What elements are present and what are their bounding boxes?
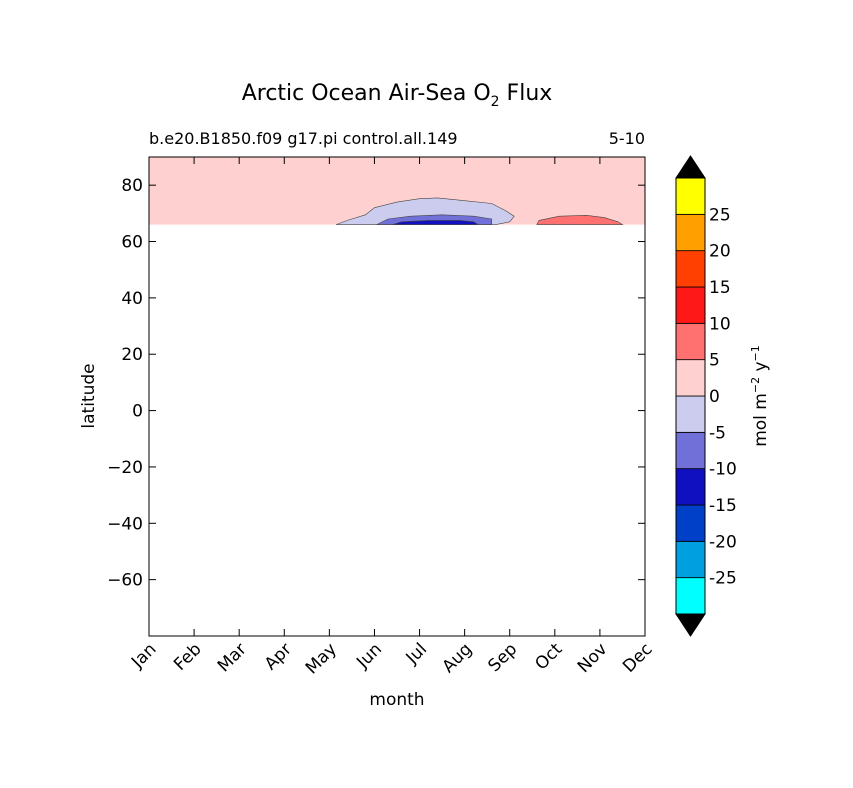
colorbar-swatch (675, 577, 706, 615)
x-tick-label: Jun (352, 639, 386, 673)
y-tick-label: 20 (121, 345, 143, 365)
colorbar-tick-label: 5 (709, 351, 720, 371)
contour-region (392, 220, 480, 225)
x-tick-label: May (302, 639, 341, 678)
x-tick-label: Oct (531, 639, 566, 674)
y-axis-label: latitude (79, 363, 99, 428)
contour-region (536, 214, 624, 225)
colorbar-extend-low (675, 613, 706, 637)
colorbar-swatch (675, 177, 706, 215)
colorbar-swatch (675, 250, 706, 288)
y-axis: 80 60 40 20 0 −20 −40 −60 (107, 176, 645, 591)
y-tick-label: −20 (107, 458, 143, 478)
colorbar-swatch (675, 286, 706, 324)
colorbar-label: mol m−2 y−1 (749, 345, 771, 447)
x-tick-label: Feb (170, 639, 205, 674)
colorbar-frame (675, 177, 706, 615)
y-tick-label: 80 (121, 176, 143, 196)
chart-subtitle-left: b.e20.B1850.f09 g17.pi control.all.149 (149, 129, 458, 148)
colorbar-extend-high (675, 155, 706, 179)
x-tick-label: Mar (214, 639, 251, 676)
y-tick-label: 0 (132, 402, 143, 422)
colorbar-tick-label: 25 (709, 205, 731, 225)
colorbar-swatch (675, 468, 706, 506)
colorbar-swatch (675, 395, 706, 433)
y-tick-label: −40 (107, 514, 143, 534)
y-tick-label: 40 (121, 289, 143, 309)
x-tick-label: Dec (619, 639, 656, 676)
chart-title: Arctic Ocean Air-Sea O2 Flux (242, 81, 553, 110)
colorbar-swatch (675, 359, 706, 397)
colorbar-tick-label: 20 (709, 242, 731, 262)
y-tick-label: −60 (107, 571, 143, 591)
x-tick-label: Apr (261, 639, 296, 674)
chart-subtitle-right: 5-10 (609, 129, 645, 148)
colorbar-swatch (675, 431, 706, 470)
colorbar-tick-label: 0 (709, 387, 720, 407)
y-tick-label: 60 (121, 233, 143, 253)
colorbar-swatch (675, 504, 706, 542)
x-tick-label: Jan (127, 639, 160, 672)
plot-background (149, 157, 645, 636)
colorbar-tick-label: 10 (709, 314, 731, 334)
colorbar-tick-label: -25 (709, 569, 737, 589)
x-tick-label: Sep (484, 639, 521, 676)
x-tick-label: Nov (574, 639, 612, 677)
colorbar-tick-label: -20 (709, 532, 737, 552)
colorbar-tick-label: 15 (709, 278, 731, 298)
x-tick-label: Aug (439, 639, 477, 677)
colorbar-tick-label: -10 (709, 460, 737, 480)
plot-frame (148, 156, 646, 637)
colorbar-tick-label: -15 (709, 496, 737, 516)
colorbar-swatch (675, 322, 706, 361)
colorbar-tick-label: -5 (709, 423, 726, 443)
plot-area (148, 156, 646, 637)
colorbar-swatch (675, 540, 706, 579)
x-axis-label: month (369, 690, 424, 710)
x-tick-label: Jul (402, 639, 431, 668)
colorbar: -25 -20 -15 -10 -5 0 5 10 15 20 25 (675, 155, 737, 637)
colorbar-swatch (675, 213, 706, 252)
